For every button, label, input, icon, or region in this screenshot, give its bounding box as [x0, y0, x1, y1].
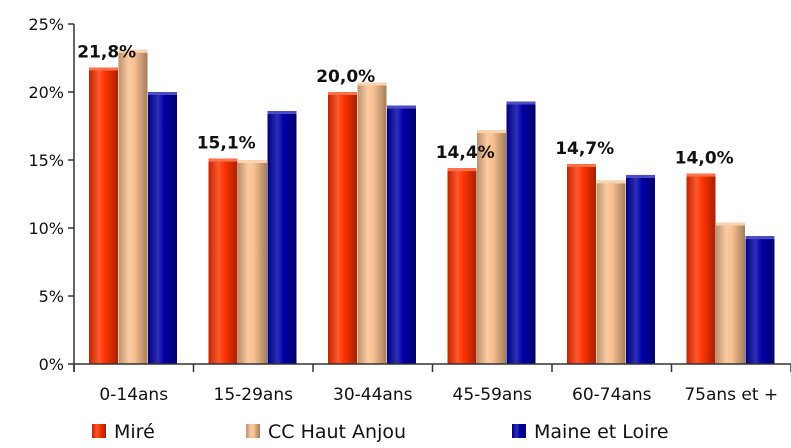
bar-cap: [118, 49, 148, 53]
bar-mire-75ans-et-: [686, 173, 716, 364]
data-label: 14,7%: [555, 139, 614, 159]
bar-cc-haut-anjou-75ans-et-: [716, 222, 745, 364]
bar-cap: [447, 168, 477, 172]
bar-mire-15-29ans: [208, 158, 238, 364]
legend-swatch: [92, 424, 106, 438]
bar-mire-45-59ans: [447, 168, 477, 364]
bar-cap: [686, 173, 716, 177]
x-category-label: 75ans et +: [684, 385, 778, 405]
legend-label: CC Haut Anjou: [268, 421, 406, 443]
bar-cap: [567, 164, 596, 168]
legend-label: Maine et Loire: [534, 421, 669, 443]
bar-cap: [328, 92, 357, 95]
legend-label: Miré: [114, 421, 155, 443]
legend-swatch: [512, 424, 526, 438]
y-tick-label: 5%: [39, 287, 64, 306]
bar-cc-haut-anjou-0-14ans: [118, 49, 148, 365]
y-tick-label: 0%: [39, 355, 64, 374]
bar-maine-et-loire-15-29ans: [267, 111, 297, 364]
axis-layer: 0% 5% 10% 15% 20% 25% 0-14ans 15-29ans 30-44ans 4…: [28, 15, 791, 405]
bars-layer: [89, 49, 775, 365]
x-category-label: 60-74ans: [572, 385, 652, 405]
y-tick-label: 20%: [28, 83, 64, 102]
bar-cap: [148, 92, 177, 95]
x-category-label: 0-14ans: [99, 385, 168, 405]
bar-cap: [238, 160, 267, 163]
data-label: 20,0%: [316, 67, 375, 87]
bar-mire-0-14ans: [89, 67, 118, 365]
bar-cc-haut-anjou-15-29ans: [238, 160, 267, 364]
y-tick-label: 15%: [28, 151, 64, 170]
bar-cap: [387, 105, 416, 109]
x-category-label: 15-29ans: [214, 385, 294, 405]
bar-mire-60-74ans: [567, 164, 596, 364]
legend-swatch: [246, 424, 260, 438]
bar-cc-haut-anjou-30-44ans: [357, 82, 387, 364]
data-label: 15,1%: [197, 134, 256, 154]
x-category-label: 45-59ans: [453, 385, 533, 405]
bar-maine-et-loire-0-14ans: [148, 92, 177, 364]
bar-cap: [716, 222, 745, 226]
bar-cap: [89, 67, 118, 71]
bar-cap: [267, 111, 297, 115]
bar-cap: [596, 180, 626, 184]
bar-cap: [626, 174, 655, 178]
bar-cap: [506, 101, 536, 105]
bar-maine-et-loire-60-74ans: [626, 174, 655, 364]
data-label: 14,0%: [675, 149, 734, 169]
bar-cap: [745, 236, 775, 240]
data-label: 21,8%: [77, 43, 136, 63]
bar-cc-haut-anjou-45-59ans: [477, 130, 506, 364]
y-tick-label: 25%: [28, 15, 64, 34]
legend: Miré CC Haut Anjou Maine et Loire: [92, 421, 669, 443]
data-label: 14,4%: [436, 143, 495, 163]
bar-cc-haut-anjou-60-74ans: [596, 180, 626, 364]
bar-maine-et-loire-75ans-et-: [745, 236, 775, 364]
bar-cap: [477, 130, 506, 134]
bar-mire-30-44ans: [328, 92, 357, 364]
bar-maine-et-loire-45-59ans: [506, 101, 536, 365]
labels-layer: 21,8% 15,1% 20,0% 14,4% 14,7% 14,0%: [77, 43, 733, 169]
bar-cap: [357, 82, 387, 86]
bar-maine-et-loire-30-44ans: [387, 105, 416, 364]
y-tick-label: 10%: [28, 219, 64, 238]
bar-cap: [208, 158, 238, 162]
x-category-label: 30-44ans: [333, 385, 413, 405]
